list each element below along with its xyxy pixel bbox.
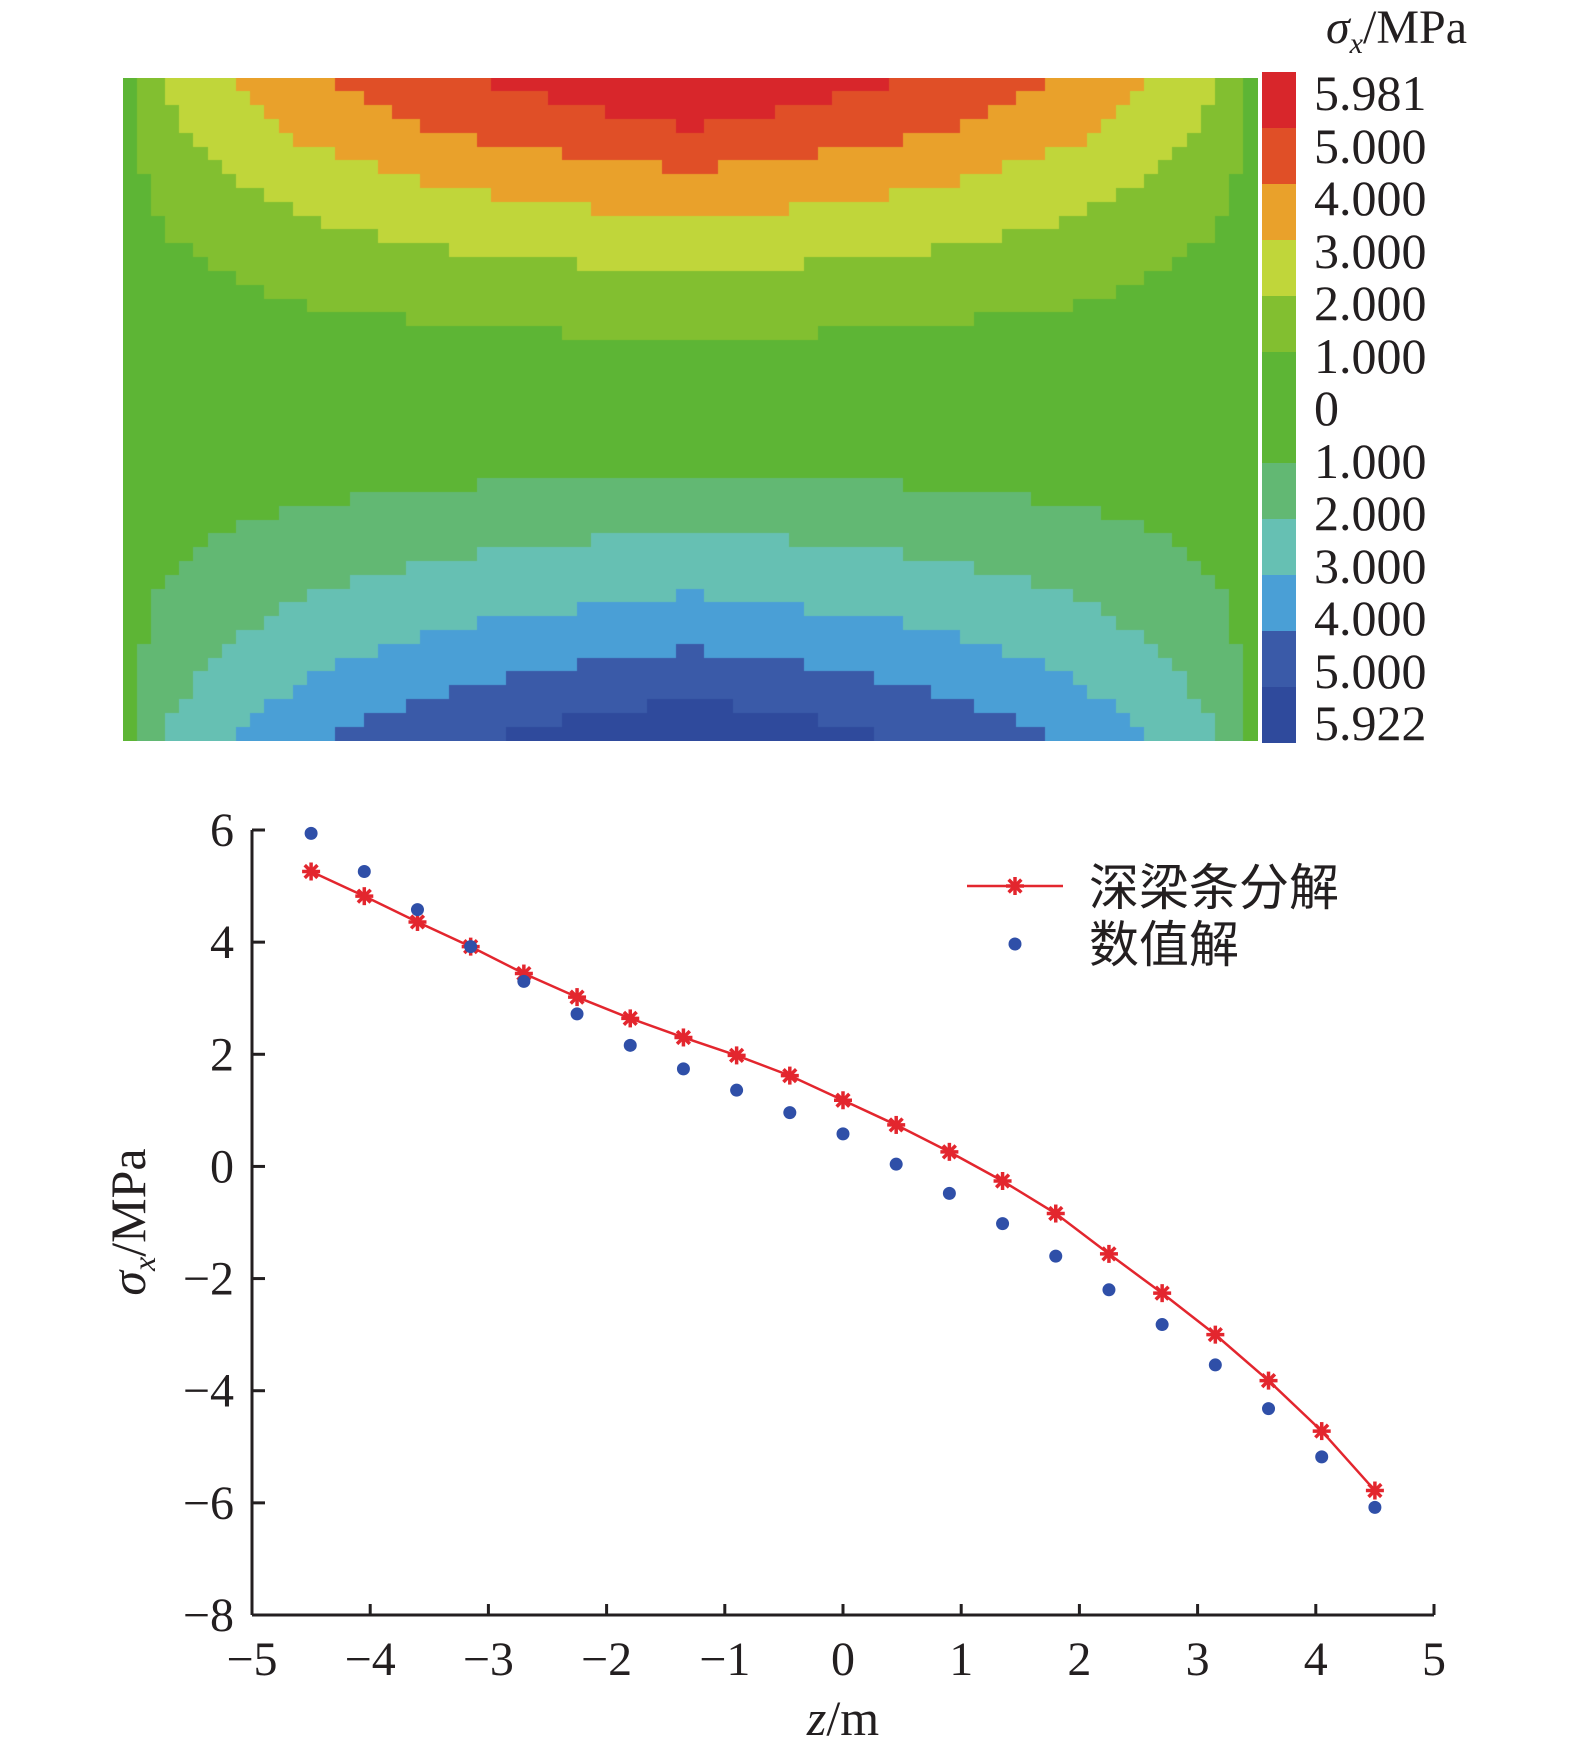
colorbar-label: 1.000 (1314, 327, 1427, 384)
numerical-point (730, 1083, 744, 1097)
beam-strip-point (674, 1028, 693, 1047)
x-tick-label: 0 (831, 1633, 855, 1686)
colorbar-band (1262, 295, 1296, 352)
beam-strip-point (834, 1091, 852, 1110)
x-tick-label: 3 (1186, 1633, 1210, 1686)
x-tick-label: −4 (345, 1633, 396, 1686)
y-tick-label: 6 (210, 804, 234, 857)
numerical-point (996, 1217, 1010, 1231)
numerical-point (623, 1038, 637, 1052)
beam-strip-point (1312, 1422, 1331, 1441)
numerical-point (1262, 1402, 1276, 1416)
colorbar-label: 3.000 (1314, 222, 1427, 279)
y-tick-label: −2 (183, 1253, 234, 1306)
colorbar-label: 1.000 (1314, 432, 1427, 489)
beam-strip-point (408, 912, 427, 931)
numerical-point (676, 1062, 690, 1076)
legend-dot-icon (1008, 937, 1022, 951)
beam-strip-point (993, 1172, 1012, 1191)
beam-strip-point (621, 1009, 640, 1028)
colorbar-label: 4.000 (1314, 590, 1427, 646)
numerical-point (1208, 1358, 1222, 1372)
colorbar-band (1262, 127, 1296, 184)
colorbar-label: 5.922 (1314, 695, 1427, 751)
numerical-point (1155, 1318, 1169, 1332)
colorbar-label: 5.000 (1314, 117, 1427, 174)
colorbar-band (1262, 463, 1296, 520)
colorbar-label: 4.000 (1314, 170, 1427, 226)
legend-label-beam-strip: 深梁条分解 (1089, 860, 1339, 916)
x-tick-label: −5 (226, 1633, 277, 1686)
y-tick-label: −4 (183, 1365, 234, 1418)
colorbar-band (1262, 72, 1296, 128)
beam-strip-point (1153, 1284, 1172, 1303)
colorbar-band (1262, 239, 1296, 296)
x-tick-label: 2 (1067, 1633, 1091, 1686)
beam-strip-point (302, 862, 321, 881)
colorbar-band (1262, 575, 1296, 632)
colorbar-label: 0 (1314, 380, 1339, 436)
y-tick-label: 0 (210, 1140, 234, 1193)
numerical-point (517, 974, 531, 988)
colorbar-band (1262, 631, 1296, 688)
numerical-point (1049, 1249, 1063, 1263)
beam-strip-point (940, 1142, 959, 1161)
legend-label-numerical: 数值解 (1089, 917, 1239, 973)
colorbar-band (1262, 687, 1296, 744)
numerical-point (464, 940, 478, 954)
numerical-point (1368, 1500, 1382, 1514)
beam-strip-point (1046, 1204, 1065, 1223)
x-tick-label: 4 (1304, 1633, 1328, 1686)
x-tick-label: 1 (949, 1633, 973, 1686)
numerical-point (1102, 1283, 1116, 1297)
y-tick-label: −8 (183, 1589, 234, 1642)
colorbar (1262, 72, 1296, 744)
numerical-point (783, 1106, 797, 1120)
colorbar-labels: 5.981 5.000 4.000 3.000 2.000 1.000 0 1.000 2.00… (1314, 68, 1427, 748)
beam-strip-point (887, 1115, 906, 1134)
colorbar-band (1262, 519, 1296, 576)
numerical-point (836, 1127, 850, 1141)
numerical-point (889, 1157, 903, 1171)
legend-star-icon (1006, 877, 1024, 895)
colorbar-band (1262, 351, 1296, 408)
numerical-point (1315, 1450, 1329, 1464)
y-tick-label: 2 (210, 1028, 234, 1081)
x-tick-label: −2 (581, 1633, 632, 1686)
numerical-point (570, 1007, 584, 1021)
colorbar-label: 2.000 (1314, 275, 1427, 331)
colorbar-label: 5.000 (1314, 642, 1427, 699)
colorbar-label: 2.000 (1314, 485, 1427, 541)
beam-strip-point (355, 887, 374, 906)
numerical-point (410, 903, 424, 917)
y-axis-label: σx/MPa (100, 1148, 162, 1295)
colorbar-band (1262, 407, 1296, 464)
beam-strip-point (1259, 1371, 1278, 1390)
x-tick-label: −1 (699, 1633, 750, 1686)
colorbar-band (1262, 183, 1296, 240)
beam-strip-point (727, 1046, 746, 1065)
beam-strip-point (568, 988, 587, 1007)
beam-strip-point (1206, 1325, 1225, 1344)
stress-contour-map (123, 78, 1258, 741)
colorbar-title: σx/MPa (1326, 1, 1468, 60)
numerical-point (942, 1186, 956, 1200)
beam-strip-point (780, 1066, 799, 1085)
x-tick-label: −3 (463, 1633, 514, 1686)
beam-strip-point (1365, 1481, 1384, 1500)
y-tick-label: 4 (210, 916, 234, 969)
numerical-point (304, 826, 318, 840)
x-tick-label: 5 (1422, 1633, 1446, 1686)
beam-strip-point (1099, 1244, 1118, 1263)
colorbar-label: 5.981 (1314, 65, 1427, 121)
numerical-point (357, 864, 371, 878)
colorbar-label: 3.000 (1314, 537, 1427, 594)
x-axis-label: z/m (806, 1690, 879, 1746)
y-tick-label: −6 (183, 1477, 234, 1530)
